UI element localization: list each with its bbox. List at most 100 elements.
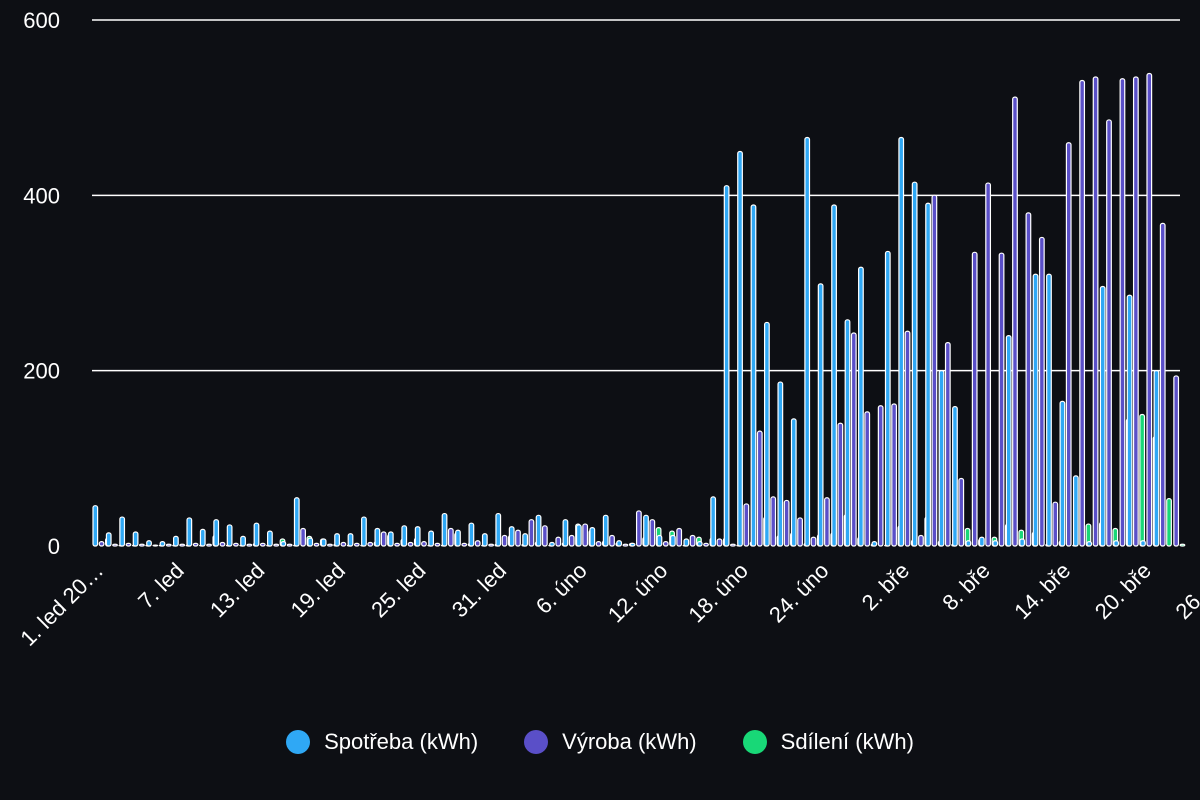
bar-vyroba[interactable] [112,543,118,547]
bar-spotreba[interactable] [1072,475,1079,547]
bar-vyroba[interactable] [609,534,615,547]
bar-vyroba[interactable] [864,411,871,547]
bar-vyroba[interactable] [958,477,965,547]
bar-spotreba[interactable] [575,524,582,547]
bar-vyroba[interactable] [891,403,897,547]
bar-spotreba[interactable] [669,534,676,547]
bar-spotreba[interactable] [92,505,99,547]
bar-spotreba[interactable] [374,527,381,547]
bar-vyroba[interactable] [877,405,884,547]
bar-vyroba[interactable] [985,182,992,547]
bar-vyroba[interactable] [676,527,683,547]
bar-vyroba[interactable] [824,497,830,547]
bar-vyroba[interactable] [1159,222,1166,547]
bar-spotreba[interactable] [978,536,985,547]
bar-vyroba[interactable] [931,194,938,547]
bar-vyroba[interactable] [179,543,186,547]
bar-spotreba[interactable] [562,519,569,547]
bar-vyroba[interactable] [689,534,696,547]
bar-vyroba[interactable] [1038,236,1045,547]
bar-spotreba[interactable] [481,533,488,547]
bar-vyroba[interactable] [219,541,226,547]
bar-vyroba[interactable] [407,541,414,547]
bar-spotreba[interactable] [428,530,435,547]
bar-spotreba[interactable] [884,250,891,547]
bar-spotreba[interactable] [871,541,878,547]
bar-spotreba[interactable] [1113,540,1120,547]
bar-vyroba[interactable] [327,543,333,547]
bar-spotreba[interactable] [186,517,193,547]
bar-spotreba[interactable] [656,534,663,547]
bar-sdileni[interactable] [1166,498,1172,547]
legend-item-vyroba[interactable]: Výroba (kWh) [524,729,697,755]
bar-spotreba[interactable] [938,370,945,547]
bar-spotreba[interactable] [817,283,824,547]
bar-spotreba[interactable] [280,541,287,547]
bar-spotreba[interactable] [1140,540,1146,547]
bar-vyroba[interactable] [447,527,454,547]
bar-spotreba[interactable] [965,540,972,547]
bar-spotreba[interactable] [992,540,999,547]
bar-spotreba[interactable] [307,537,314,547]
bar-vyroba[interactable] [1079,79,1086,547]
bar-vyroba[interactable] [528,519,535,547]
bar-spotreba[interactable] [898,136,905,547]
bar-spotreba[interactable] [455,529,461,547]
bar-vyroba[interactable] [246,543,253,547]
bar-vyroba[interactable] [730,543,736,547]
bar-spotreba[interactable] [1059,400,1066,547]
bar-spotreba[interactable] [1126,294,1133,547]
bar-spotreba[interactable] [387,531,394,547]
bar-vyroba[interactable] [595,541,602,547]
bar-vyroba[interactable] [541,525,548,547]
bar-spotreba[interactable] [119,516,126,547]
bar-spotreba[interactable] [1019,538,1026,547]
bar-vyroba[interactable] [367,541,374,547]
bar-vyroba[interactable] [138,543,145,547]
bar-spotreba[interactable] [790,418,797,547]
bar-vyroba[interactable] [622,543,629,547]
bar-vyroba[interactable] [313,542,320,547]
bar-spotreba[interactable] [535,514,542,547]
bar-spotreba[interactable] [361,516,367,547]
bar-spotreba[interactable] [911,181,918,547]
bar-vyroba[interactable] [394,542,401,547]
bar-spotreba[interactable] [1153,370,1160,547]
bar-vyroba[interactable] [206,543,212,547]
bar-vyroba[interactable] [1092,76,1099,547]
bar-vyroba[interactable] [555,536,562,547]
bar-spotreba[interactable] [858,266,864,547]
bar-sdileni[interactable] [1179,543,1186,547]
bar-spotreba[interactable] [146,540,152,547]
bar-spotreba[interactable] [683,538,690,547]
bar-spotreba[interactable] [253,522,260,547]
bar-vyroba[interactable] [1106,119,1112,547]
bar-spotreba[interactable] [495,512,502,547]
bar-spotreba[interactable] [549,541,555,547]
bar-spotreba[interactable] [1099,285,1106,547]
bar-vyroba[interactable] [233,542,239,547]
bar-vyroba[interactable] [998,252,1005,547]
bar-vyroba[interactable] [810,536,817,547]
bar-vyroba[interactable] [340,541,347,547]
bar-spotreba[interactable] [777,381,784,547]
legend-item-spotreba[interactable]: Spotřeba (kWh) [286,729,478,755]
bar-vyroba[interactable] [635,510,642,547]
bar-spotreba[interactable] [629,542,636,547]
bar-spotreba[interactable] [401,525,408,547]
bar-vyroba[interactable] [783,499,790,547]
bar-spotreba[interactable] [320,538,327,547]
bar-spotreba[interactable] [696,541,703,547]
bar-vyroba[interactable] [904,330,911,547]
bar-spotreba[interactable] [105,532,112,547]
bar-spotreba[interactable] [132,531,139,547]
bar-vyroba[interactable] [1065,142,1072,547]
bar-vyroba[interactable] [1119,78,1126,547]
bar-spotreba[interactable] [1086,541,1093,547]
bar-vyroba[interactable] [1012,96,1018,547]
bar-spotreba[interactable] [240,535,246,547]
bar-vyroba[interactable] [756,430,763,547]
bar-spotreba[interactable] [589,526,596,547]
bar-spotreba[interactable] [213,519,220,547]
bar-vyroba[interactable] [649,519,656,547]
